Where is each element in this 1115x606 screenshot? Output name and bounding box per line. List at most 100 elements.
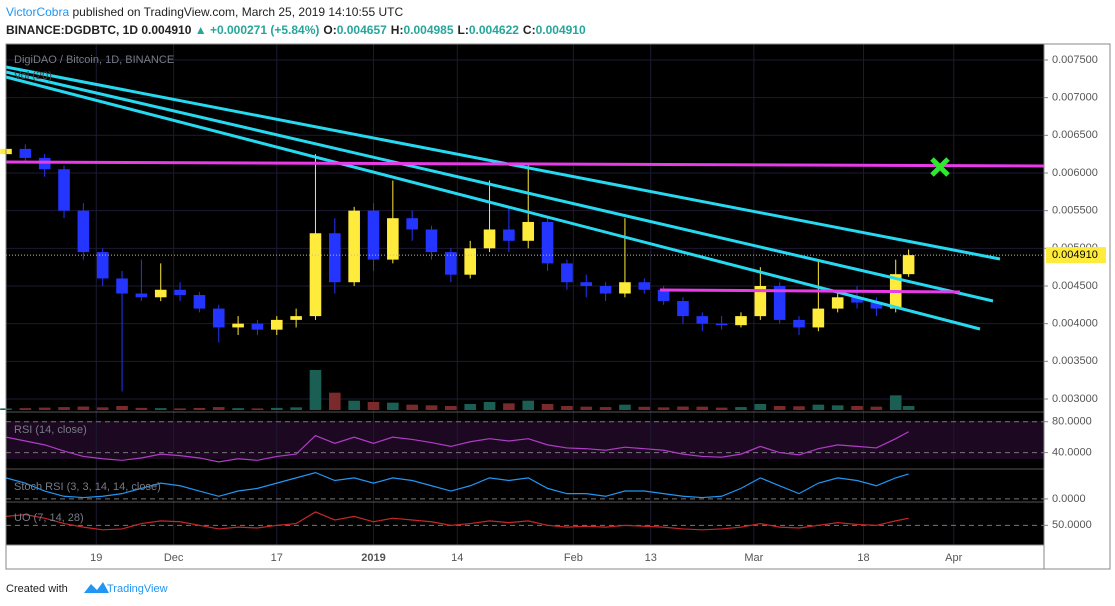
volume-bar — [193, 408, 206, 410]
ohlc-key: O: — [323, 23, 337, 37]
ohlc-key: H: — [390, 23, 404, 37]
volume-bar — [387, 402, 399, 410]
x-tick-label: 19 — [90, 552, 102, 564]
volume-bar — [793, 406, 805, 410]
volume-bar — [902, 406, 915, 410]
volume-bar — [116, 406, 128, 410]
volume-bar — [367, 402, 380, 410]
volume-bar — [599, 407, 612, 410]
volume-bar — [77, 406, 90, 410]
ohlc-value: 0.004985 — [403, 23, 454, 37]
candle-body — [580, 282, 593, 286]
candle-body — [154, 289, 167, 298]
indicator-line — [5, 511, 909, 531]
volume-bar — [715, 407, 728, 410]
price-label: 0.004910 — [1052, 249, 1098, 261]
x-tick-label: 17 — [271, 552, 283, 564]
candle-body — [348, 210, 360, 283]
volume-bar — [135, 407, 148, 410]
candle-body — [290, 316, 302, 320]
candle-body — [541, 221, 554, 264]
support-line — [659, 288, 961, 294]
y-tick-label: 0.003000 — [1052, 393, 1098, 405]
candle-body — [367, 210, 380, 260]
y-tick-label: 80.0000 — [1052, 416, 1092, 428]
candle-body — [902, 255, 915, 275]
y-tick-label: 0.006000 — [1052, 167, 1098, 179]
candle-body — [812, 308, 825, 328]
y-tick-label: 40.0000 — [1052, 446, 1092, 458]
candle-body — [309, 233, 322, 317]
candle-body — [58, 169, 70, 211]
volume-bar — [619, 404, 631, 410]
volume-bar — [290, 407, 302, 410]
y-tick-label: 0.005500 — [1052, 205, 1098, 217]
y-tick-label: 0.007000 — [1052, 92, 1098, 104]
frame — [5, 43, 1111, 570]
volume-bar — [870, 406, 883, 410]
volume-bar — [19, 408, 32, 410]
ohlc: O:0.004657 H:0.004985 L:0.004622 C:0.004910 — [319, 23, 585, 37]
volume-bar — [657, 407, 670, 410]
volume-bar — [406, 404, 418, 410]
publisher[interactable]: VictorCobra — [6, 5, 70, 19]
volume-bar — [638, 406, 651, 410]
x-tick-label: Feb — [564, 552, 583, 564]
volume-bar — [348, 400, 360, 410]
volume-bar — [309, 370, 322, 410]
candle-body — [831, 297, 844, 309]
volume-bar — [483, 402, 496, 410]
volume-bar — [154, 408, 167, 410]
footer-brand[interactable]: TradingView — [107, 583, 168, 595]
volume-bar — [522, 400, 535, 410]
candle-body — [77, 210, 90, 253]
trend-line — [5, 75, 981, 331]
indicator-line — [5, 431, 909, 463]
candle-body — [270, 319, 283, 330]
volume-title: Vol (20) — [14, 70, 52, 82]
volume-bar — [677, 406, 689, 410]
y-tick-label: 50.0000 — [1052, 519, 1092, 531]
ohlc-key: C: — [522, 23, 536, 37]
ohlc-value: 0.004910 — [535, 23, 586, 37]
trend-line — [5, 70, 994, 303]
volume-bar — [464, 404, 477, 410]
y-tick-label: 0.003500 — [1052, 355, 1098, 367]
volume-bar — [425, 405, 438, 410]
symbol: BINANCE:DGDBTC, 1D — [6, 23, 138, 37]
change: ▲ +0.000271 (+5.84%) — [194, 23, 320, 37]
volume-bar — [270, 407, 283, 410]
volume-bar — [754, 404, 767, 410]
candle-body — [19, 148, 32, 158]
volume-bar — [831, 405, 844, 410]
volume-bar — [541, 404, 554, 410]
volume-bar — [96, 407, 109, 410]
y-tick-label: 0.007500 — [1052, 54, 1098, 66]
logo — [84, 582, 109, 593]
x-tick-label: Apr — [945, 552, 962, 564]
target-mark — [930, 157, 950, 177]
ohlc-key: L: — [457, 23, 469, 37]
volume-bar — [696, 406, 709, 410]
volume-bar — [773, 406, 786, 410]
candle-body — [619, 282, 631, 294]
candle-body — [696, 316, 709, 324]
candle-body — [96, 252, 109, 279]
indicator-line — [5, 471, 909, 499]
volume-bar — [58, 407, 70, 410]
volume-bar — [232, 408, 244, 410]
candle-body — [116, 278, 128, 294]
candle-body — [135, 293, 148, 298]
candle-body — [406, 218, 418, 230]
x-tick-label: Mar — [744, 552, 763, 564]
candle-body — [483, 229, 496, 249]
volume-bar — [251, 408, 264, 410]
pane-title: RSI (14, close) — [14, 424, 87, 436]
candle-body — [754, 285, 767, 317]
candle-body — [503, 229, 515, 241]
volume-bar — [889, 395, 902, 410]
candle-body — [677, 301, 689, 317]
candle-body — [870, 302, 883, 309]
volume-bar — [851, 406, 863, 410]
y-tick-label: 0.004000 — [1052, 318, 1098, 330]
